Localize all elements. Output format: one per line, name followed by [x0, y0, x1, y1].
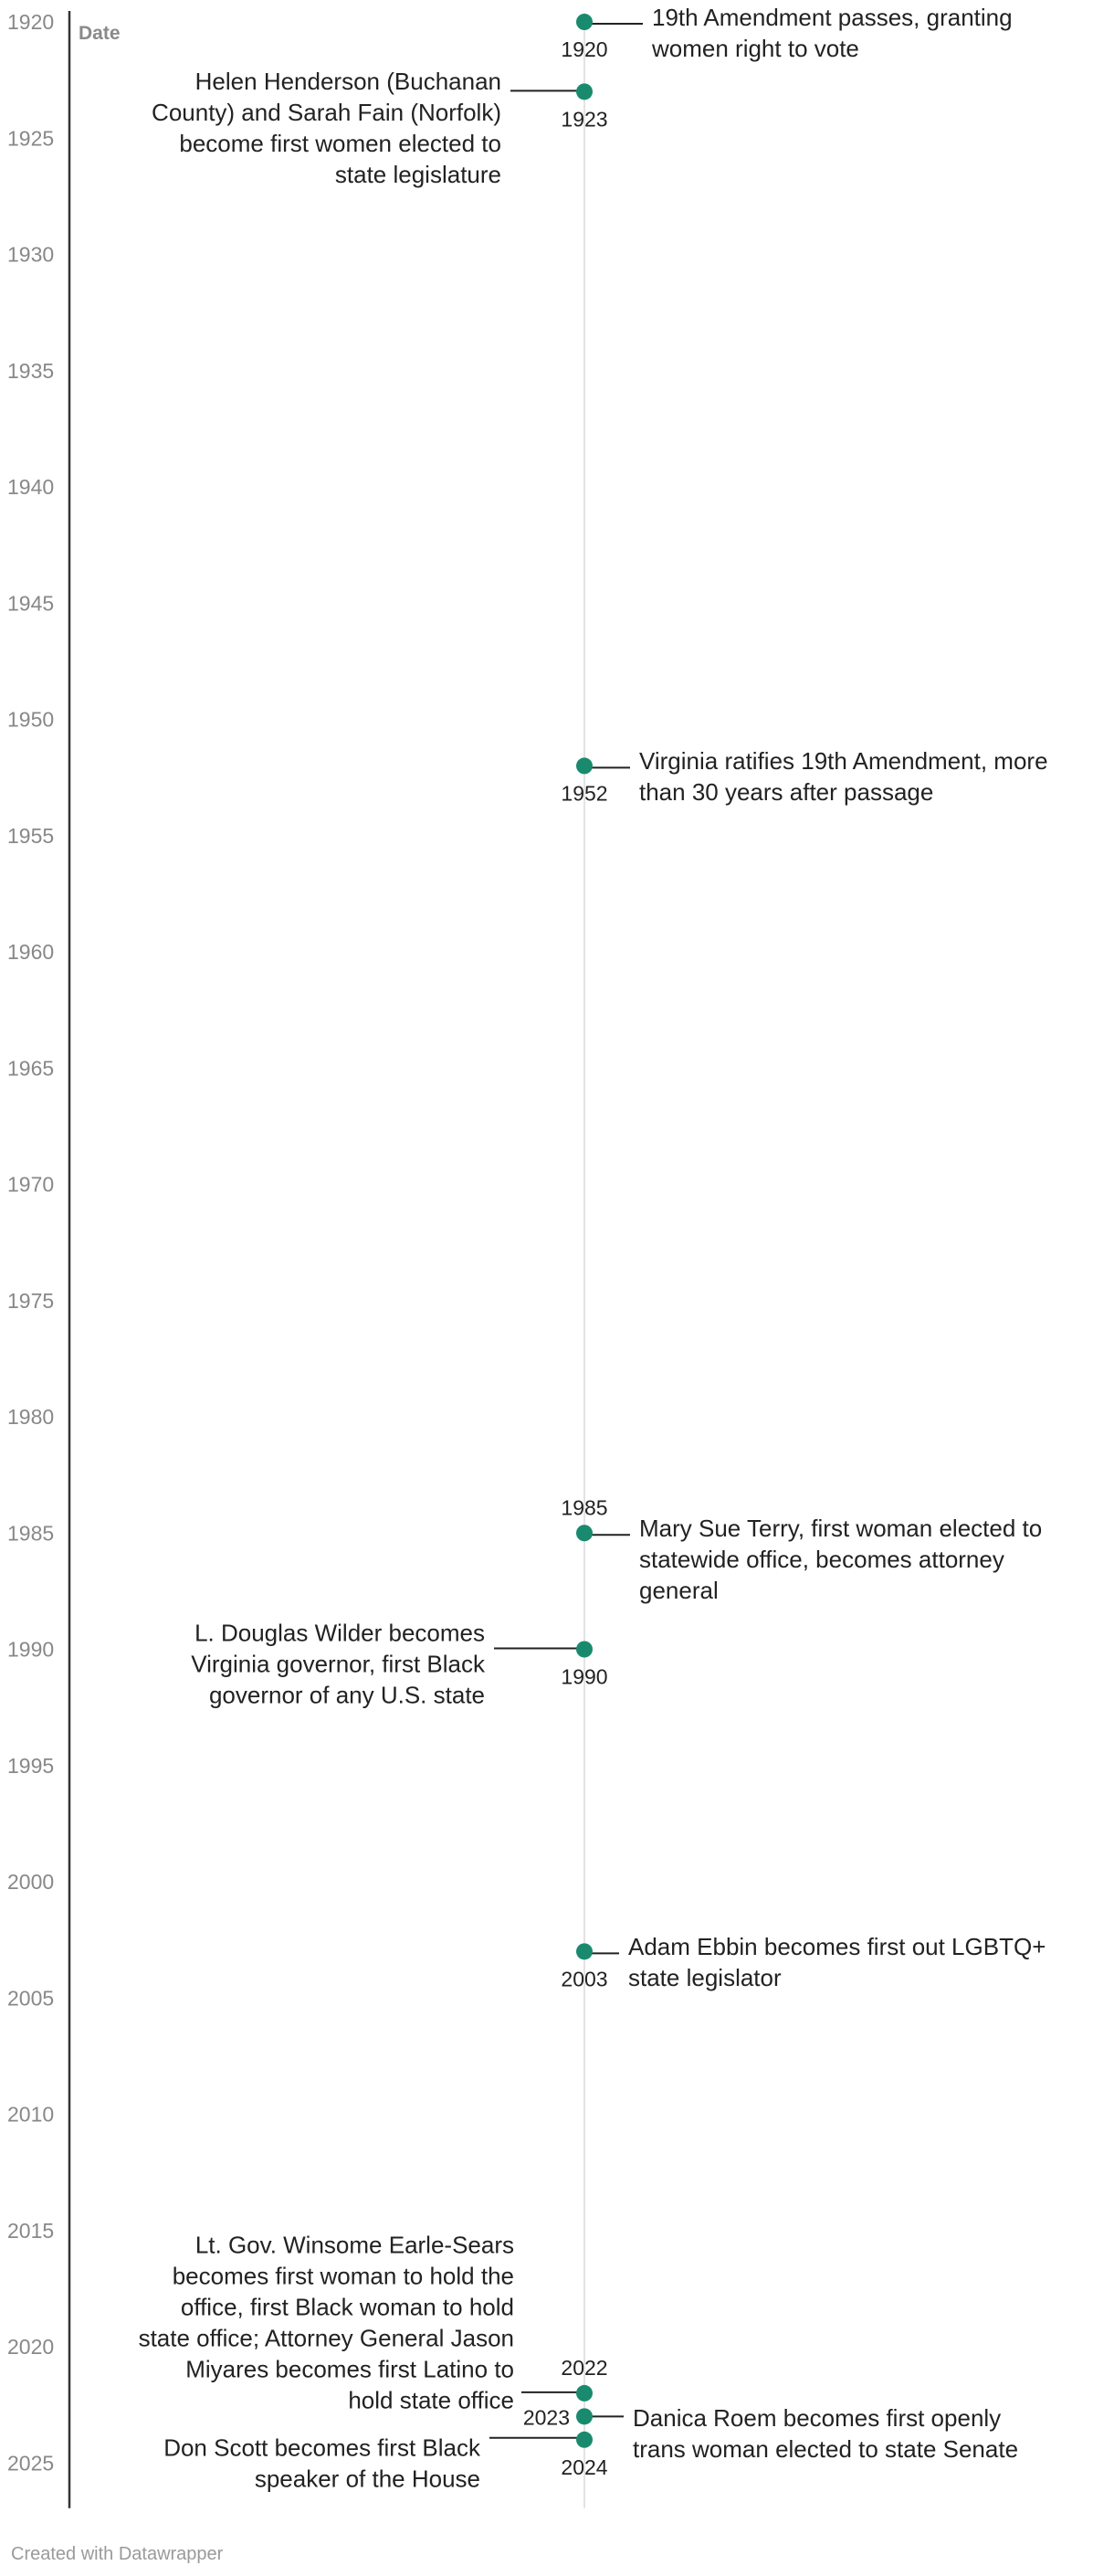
credit-footer: Created with Datawrapper — [11, 2544, 224, 2564]
event-annotation-line: Lt. Gov. Winsome Earle-Sears — [195, 2232, 514, 2259]
event-annotation: Adam Ebbin becomes first out LGBTQ+ state… — [628, 1933, 1046, 1991]
event-annotation: Virginia ratifies 19th Amendment, more th… — [639, 747, 1048, 806]
timeline-event: Don Scott becomes first Black speaker of … — [163, 2431, 608, 2493]
event-year-label: 2024 — [561, 2455, 607, 2479]
event-annotation-line: Don Scott becomes first Black — [163, 2434, 481, 2462]
y-tick-label: 1940 — [7, 475, 54, 499]
timeline-event: L. Douglas Wilder becomes Virginia govern… — [191, 1619, 607, 1708]
event-annotation: Helen Henderson (Buchanan County) and Sar… — [152, 68, 501, 188]
event-year-label: 2003 — [561, 1967, 607, 1990]
event-annotation-line: office, first Black woman to hold — [181, 2294, 514, 2321]
y-tick-label: 1980 — [7, 1405, 54, 1429]
y-tick-label: 1935 — [7, 359, 54, 383]
event-annotation-line: L. Douglas Wilder becomes — [194, 1619, 485, 1646]
event-annotation-line: Danica Roem becomes first openly — [633, 2404, 1001, 2432]
event-year-label: 2022 — [561, 2356, 607, 2380]
event-annotation-line: become first women elected to — [179, 130, 501, 157]
event-annotation-line: state legislature — [335, 161, 501, 188]
event-year-label: 1923 — [561, 107, 607, 131]
y-tick-label: 1925 — [7, 126, 54, 150]
y-tick-label: 1985 — [7, 1521, 54, 1545]
event-point — [576, 757, 593, 775]
y-tick-label: 1930 — [7, 243, 54, 267]
event-annotation: Lt. Gov. Winsome Earle-Sears becomes firs… — [139, 2232, 514, 2414]
event-year-label: 2023 — [523, 2405, 570, 2429]
event-point — [576, 1641, 593, 1658]
event-annotation-line: statewide office, becomes attorney — [639, 1546, 1004, 1573]
event-annotation-line: County) and Sarah Fain (Norfolk) — [152, 99, 501, 126]
event-annotation-line: hold state office — [348, 2387, 514, 2414]
event-annotation-line: Adam Ebbin becomes first out LGBTQ+ — [628, 1933, 1046, 1960]
event-year-label: 1920 — [561, 37, 607, 61]
event-point — [576, 2431, 593, 2448]
y-tick-label: 2025 — [7, 2451, 54, 2475]
y-tick-label: 1920 — [7, 10, 54, 34]
event-annotation-line: Mary Sue Terry, first woman elected to — [639, 1515, 1042, 1542]
event-annotation-line: Miyares becomes first Latino to — [185, 2356, 514, 2383]
timeline-event: Adam Ebbin becomes first out LGBTQ+ state… — [561, 1933, 1046, 1991]
y-tick-label: 2015 — [7, 2219, 54, 2243]
y-tick-label: 1995 — [7, 1754, 54, 1778]
y-tick-label: 1970 — [7, 1173, 54, 1197]
event-annotation: Mary Sue Terry, first woman elected to st… — [639, 1515, 1042, 1604]
event-annotation: L. Douglas Wilder becomes Virginia govern… — [191, 1619, 486, 1708]
event-annotation-line: 19th Amendment passes, granting — [652, 4, 1013, 31]
timeline-event: 19th Amendment passes, granting women rig… — [561, 4, 1012, 62]
event-year-label: 1985 — [561, 1495, 607, 1519]
event-annotation-line: state legislator — [628, 1964, 782, 1991]
y-tick-label: 1960 — [7, 940, 54, 964]
event-annotation: Don Scott becomes first Black speaker of … — [163, 2434, 481, 2493]
event-annotation-line: becomes first woman to hold the — [173, 2263, 514, 2290]
event-annotation-line: Virginia ratifies 19th Amendment, more — [639, 747, 1048, 775]
y-tick-label: 1950 — [7, 708, 54, 732]
timeline-event: Helen Henderson (Buchanan County) and Sar… — [152, 68, 608, 188]
y-tick-label: 1965 — [7, 1056, 54, 1080]
event-year-label: 1952 — [561, 781, 607, 805]
event-annotation: 19th Amendment passes, granting women rig… — [651, 4, 1013, 62]
y-tick-label: 1990 — [7, 1638, 54, 1662]
y-tick-label: 1945 — [7, 591, 54, 615]
y-tick-label: 1955 — [7, 824, 54, 848]
event-annotation-line: speaker of the House — [255, 2465, 480, 2493]
event-annotation-line: trans woman elected to state Senate — [633, 2435, 1018, 2463]
event-annotation-line: state office; Attorney General Jason — [139, 2325, 514, 2352]
event-point — [576, 2408, 593, 2425]
event-annotation-line: Virginia governor, first Black — [191, 1650, 486, 1677]
timeline-event: Mary Sue Terry, first woman elected to st… — [561, 1495, 1042, 1604]
event-annotation-line: governor of any U.S. state — [209, 1681, 485, 1708]
event-point — [576, 14, 593, 30]
event-point — [576, 83, 593, 100]
y-tick-label: 2005 — [7, 1986, 54, 2010]
event-year-label: 1990 — [561, 1665, 607, 1689]
event-annotation-line: women right to vote — [651, 35, 859, 62]
y-tick-label: 1975 — [7, 1289, 54, 1313]
event-annotation: Danica Roem becomes first openly trans wo… — [633, 2404, 1018, 2463]
timeline-event: Virginia ratifies 19th Amendment, more th… — [561, 747, 1047, 806]
timeline-event: Lt. Gov. Winsome Earle-Sears becomes firs… — [139, 2232, 608, 2414]
event-point — [576, 1943, 593, 1960]
event-annotation-line: Helen Henderson (Buchanan — [195, 68, 501, 95]
event-annotation-line: than 30 years after passage — [639, 778, 933, 806]
event-point — [576, 2384, 593, 2402]
event-annotation-line: general — [639, 1577, 719, 1604]
y-tick-label: 2010 — [7, 2103, 54, 2127]
y-tick-label: 2000 — [7, 1870, 54, 1894]
timeline-event: Danica Roem becomes first openly trans wo… — [523, 2404, 1018, 2463]
y-axis-title: Date — [79, 23, 121, 44]
y-tick-label: 2020 — [7, 2335, 54, 2359]
event-point — [576, 1525, 593, 1542]
